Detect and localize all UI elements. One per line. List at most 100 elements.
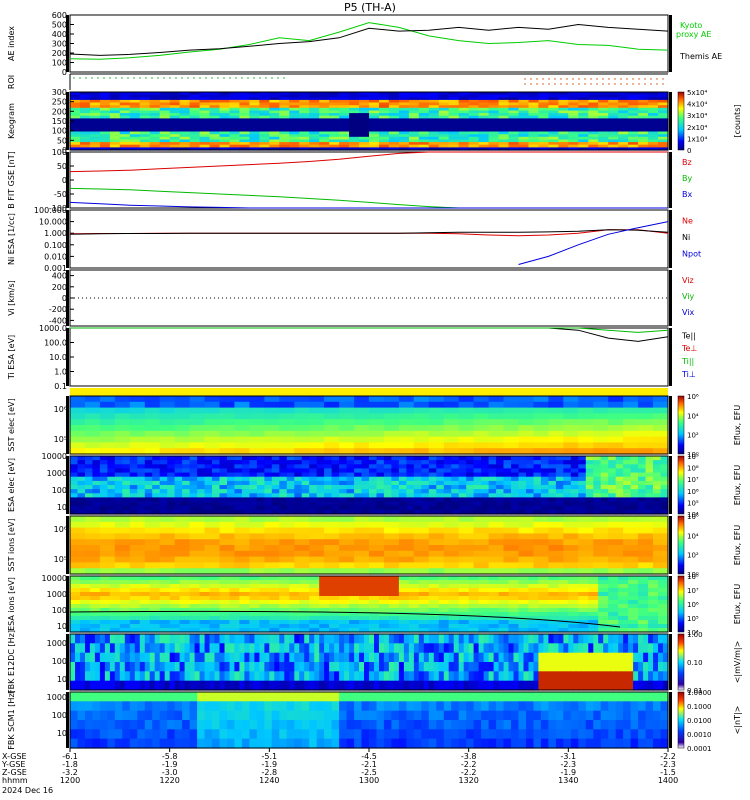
esai-cell (588, 604, 599, 609)
keo-cell (448, 92, 460, 96)
esae-cell (77, 476, 86, 482)
esai-cell (179, 612, 191, 617)
esai-cell (89, 604, 101, 609)
keo-cell (279, 139, 290, 143)
esae-cell (301, 476, 310, 482)
esae-cell (361, 480, 370, 486)
esai-cell (199, 600, 211, 605)
keo-cell (608, 99, 619, 104)
keo-cell (359, 128, 370, 133)
keo-cell (129, 147, 141, 151)
keo-cell (169, 123, 181, 127)
fbke-cell (508, 652, 515, 663)
esae-cell (309, 501, 318, 507)
esae-cell (383, 509, 392, 515)
fbke-cell (134, 671, 141, 682)
ssti-cell (159, 568, 176, 575)
esai-cell (488, 612, 500, 617)
esae-cell (256, 456, 265, 461)
fbke-cell (224, 643, 231, 654)
esai-cell (159, 596, 171, 601)
keo-cell (628, 142, 639, 146)
keo-cell (398, 131, 410, 135)
esae-cell (398, 485, 407, 490)
esae-cell (496, 505, 505, 511)
keo-cell (518, 144, 530, 148)
keo-cell (239, 139, 250, 143)
keo-cell (428, 97, 440, 101)
keo-cell (558, 147, 569, 151)
esai-cell (309, 576, 320, 581)
keo-cell (638, 123, 649, 127)
esai-cell (359, 608, 370, 613)
sste-cell (413, 448, 430, 455)
esai-cell (259, 620, 270, 625)
esai-cell (339, 624, 350, 629)
ssti-cell (129, 521, 146, 529)
sste-cell (458, 401, 475, 409)
ssti-cell (219, 568, 235, 575)
esai-cell (229, 592, 241, 597)
sste-cell (144, 425, 161, 432)
keo-cell (658, 123, 669, 127)
keo-cell (289, 99, 300, 104)
esai-cell (199, 616, 211, 621)
esai-cell (99, 592, 111, 597)
keo-cell (648, 115, 659, 119)
ssti-cell (129, 516, 146, 523)
esae-cell (70, 485, 79, 490)
esae-cell (122, 501, 131, 507)
esai-cell (578, 628, 589, 633)
ssti-cell (294, 533, 310, 540)
esae-cell (122, 485, 131, 490)
fbke-cell (264, 652, 270, 663)
esae-cell (638, 472, 647, 478)
esae-cell (227, 509, 236, 515)
fbke-cell (269, 662, 275, 672)
esai-cell (408, 596, 420, 601)
esae-cell (204, 468, 213, 474)
esai-cell (259, 600, 270, 605)
esae-cell (114, 485, 123, 490)
keo-cell (129, 118, 141, 122)
esae-cell (99, 493, 108, 498)
ssti-cell (324, 516, 340, 523)
fbke-cell (364, 671, 370, 682)
esai-cell (259, 628, 270, 633)
esae-cell (615, 472, 624, 478)
keo-cell (578, 121, 589, 125)
keo-cell (448, 128, 460, 133)
ssti-cell (428, 562, 445, 569)
keo-cell (299, 139, 310, 143)
sste-cell (518, 413, 534, 420)
esae-cell (540, 476, 549, 482)
esai-cell (89, 612, 101, 617)
esae-cell (413, 468, 422, 474)
esai-cell (349, 612, 360, 617)
fbke-cell (70, 680, 76, 691)
esai-cell (299, 612, 310, 617)
esai-cell (319, 600, 330, 605)
sste-cell (159, 430, 176, 438)
esae-cell (413, 476, 422, 482)
fbke-cell (75, 680, 81, 691)
esai-cell (618, 584, 629, 589)
keo-cell (598, 128, 609, 133)
esae-cell (271, 468, 280, 474)
esai-cell (398, 588, 410, 593)
ssti-cell (623, 539, 639, 546)
esai-cell (259, 576, 270, 581)
fbke-cell (453, 671, 460, 682)
sste-cell (129, 448, 146, 455)
esae-cell (653, 493, 662, 498)
ssti-cell (219, 539, 235, 546)
esae-cell (466, 472, 475, 478)
keo-cell (129, 144, 141, 148)
esai-cell (89, 596, 101, 601)
fbke-cell (583, 680, 589, 691)
keo-cell (289, 115, 300, 119)
ssti-cell (413, 521, 430, 529)
keo-cell (89, 97, 101, 101)
t-ytick-label: 10.0 (49, 353, 67, 362)
fbke-cell (144, 643, 151, 654)
